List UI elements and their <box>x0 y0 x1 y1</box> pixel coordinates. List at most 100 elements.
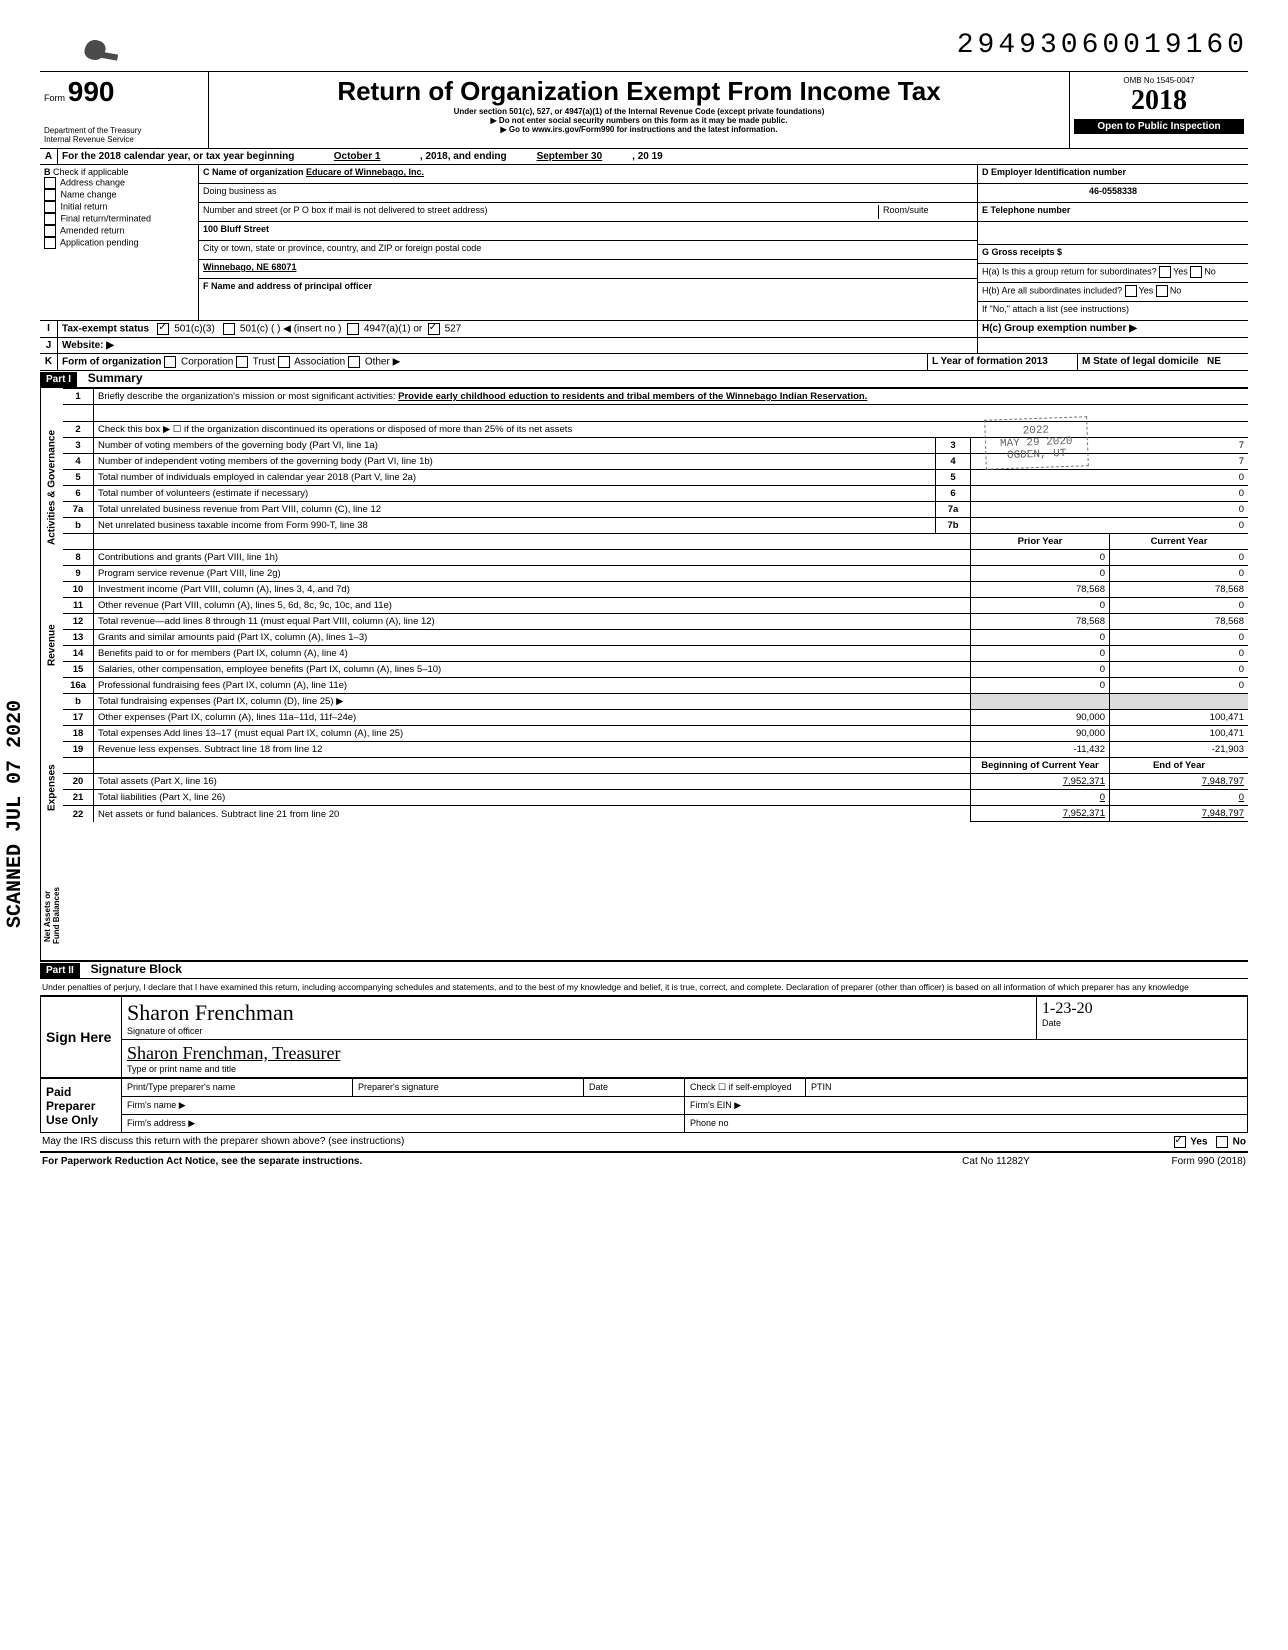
line-1-label: Briefly describe the organization's miss… <box>98 391 396 402</box>
omb-no: OMB No 1545-0047 <box>1074 76 1244 85</box>
row-14-num: 14 <box>63 646 94 662</box>
line-16a: Professional fundraising fees (Part IX, … <box>94 678 971 694</box>
val-14c: 0 <box>1110 646 1249 662</box>
val-5: 0 <box>971 470 1249 486</box>
line-17: Other expenses (Part IX, column (A), lin… <box>94 710 971 726</box>
sig-line-label: Signature of officer <box>127 1026 1031 1036</box>
ha-yes: Yes <box>1173 266 1188 276</box>
row-18-num: 18 <box>63 726 94 742</box>
letter-j: J <box>40 338 58 353</box>
line-a-end: September 30 <box>509 151 629 162</box>
val-8p: 0 <box>971 550 1110 566</box>
i-opt-0: 501(c)(3) <box>174 324 215 335</box>
val-9c: 0 <box>1110 566 1249 582</box>
val-15c: 0 <box>1110 662 1249 678</box>
sign-date-label: Date <box>1042 1018 1242 1028</box>
val-18p: 90,000 <box>971 726 1110 742</box>
sign-date-val: 1-23-20 <box>1042 1000 1242 1018</box>
h-note: If "No," attach a list (see instructions… <box>978 302 1248 320</box>
line-a-label: For the 2018 calendar year, or tax year … <box>62 151 294 162</box>
line-6: Total number of volunteers (estimate if … <box>94 486 936 502</box>
hb-no: No <box>1170 285 1182 295</box>
row-2-num: 2 <box>63 422 94 438</box>
cb-527[interactable] <box>428 323 440 335</box>
perjury-text: Under penalties of perjury, I declare th… <box>40 979 1248 996</box>
line-8: Contributions and grants (Part VIII, lin… <box>94 550 971 566</box>
cb-hb-no[interactable] <box>1156 285 1168 297</box>
cb-discuss-yes[interactable] <box>1174 1136 1186 1148</box>
row-10-num: 10 <box>63 582 94 598</box>
dept-label: Department of the Treasury Internal Reve… <box>44 126 204 144</box>
row-12-num: 12 <box>63 614 94 630</box>
col-7a: 7a <box>936 502 971 518</box>
line-21: Total liabilities (Part X, line 26) <box>94 790 971 806</box>
cb-ha-yes[interactable] <box>1159 266 1171 278</box>
ha-no: No <box>1204 266 1216 276</box>
i-opt-2: 4947(a)(1) or <box>364 324 422 335</box>
col-4: 4 <box>936 454 971 470</box>
hb-yes: Yes <box>1139 285 1154 295</box>
line-7a: Total unrelated business revenue from Pa… <box>94 502 936 518</box>
cb-trust[interactable] <box>236 356 248 368</box>
val-19p: -11,432 <box>971 742 1110 758</box>
row-1-num: 1 <box>63 389 94 405</box>
cb-amended[interactable] <box>44 225 56 237</box>
line-16b: Total fundraising expenses (Part IX, col… <box>94 694 971 710</box>
val-9p: 0 <box>971 566 1110 582</box>
row-20-num: 20 <box>63 774 94 790</box>
line-4: Number of independent voting members of … <box>94 454 936 470</box>
col-prior: Prior Year <box>971 534 1110 550</box>
i-opt-1: 501(c) ( <box>240 324 274 335</box>
c-org-label: C Name of organization <box>203 167 304 177</box>
val-7b: 0 <box>971 518 1249 534</box>
cb-hb-yes[interactable] <box>1125 285 1137 297</box>
footer-q: May the IRS discuss this return with the… <box>42 1136 1174 1148</box>
paid-c1: Print/Type preparer's name <box>122 1079 353 1097</box>
val-14p: 0 <box>971 646 1110 662</box>
cb-other[interactable] <box>348 356 360 368</box>
b-label: Check if applicable <box>53 167 129 177</box>
cb-address-change[interactable] <box>44 177 56 189</box>
val-11p: 0 <box>971 598 1110 614</box>
row-13-num: 13 <box>63 630 94 646</box>
cb-ha-no[interactable] <box>1190 266 1202 278</box>
cb-name-change[interactable] <box>44 189 56 201</box>
cb-discuss-no[interactable] <box>1216 1136 1228 1148</box>
print-name-label: Type or print name and title <box>127 1064 1242 1074</box>
val-13p: 0 <box>971 630 1110 646</box>
row-4-num: 4 <box>63 454 94 470</box>
footer-yes: Yes <box>1190 1137 1207 1148</box>
f-label: F Name and address of principal officer <box>199 279 977 311</box>
row-16b-num: b <box>63 694 94 710</box>
c-street-label: Number and street (or P O box if mail is… <box>203 205 487 215</box>
j-label: Website: ▶ <box>58 338 978 353</box>
line-3: Number of voting members of the governin… <box>94 438 936 454</box>
document-number: 29493060019160 <box>40 30 1248 61</box>
val-16c: 0 <box>1110 678 1249 694</box>
val-12p: 78,568 <box>971 614 1110 630</box>
b-item-0: Address change <box>60 177 125 187</box>
part-i-badge: Part I <box>40 372 77 387</box>
val-21c: 0 <box>1110 790 1249 806</box>
val-7a: 0 <box>971 502 1249 518</box>
col-7b: 7b <box>936 518 971 534</box>
open-public-badge: Open to Public Inspection <box>1074 119 1244 134</box>
row-11-num: 11 <box>63 598 94 614</box>
firm-phone: Phone no <box>685 1115 1248 1133</box>
cb-corp[interactable] <box>164 356 176 368</box>
cb-501c3[interactable] <box>157 323 169 335</box>
cb-final-return[interactable] <box>44 213 56 225</box>
d-value: 46-0558338 <box>978 184 1248 203</box>
paid-preparer-block: Paid Preparer Use Only Print/Type prepar… <box>40 1078 1248 1133</box>
val-12c: 78,568 <box>1110 614 1249 630</box>
cb-app-pending[interactable] <box>44 237 56 249</box>
cb-initial-return[interactable] <box>44 201 56 213</box>
warn-1: ▶ Do not enter social security numbers o… <box>213 116 1065 125</box>
firm-name: Firm's name ▶ <box>122 1097 685 1115</box>
line-a-yr: , 20 19 <box>632 151 663 162</box>
cb-4947[interactable] <box>347 323 359 335</box>
cb-501c[interactable] <box>223 323 235 335</box>
val-20c: 7,948,797 <box>1110 774 1249 790</box>
paid-c5: PTIN <box>806 1079 1248 1097</box>
cb-assoc[interactable] <box>278 356 290 368</box>
